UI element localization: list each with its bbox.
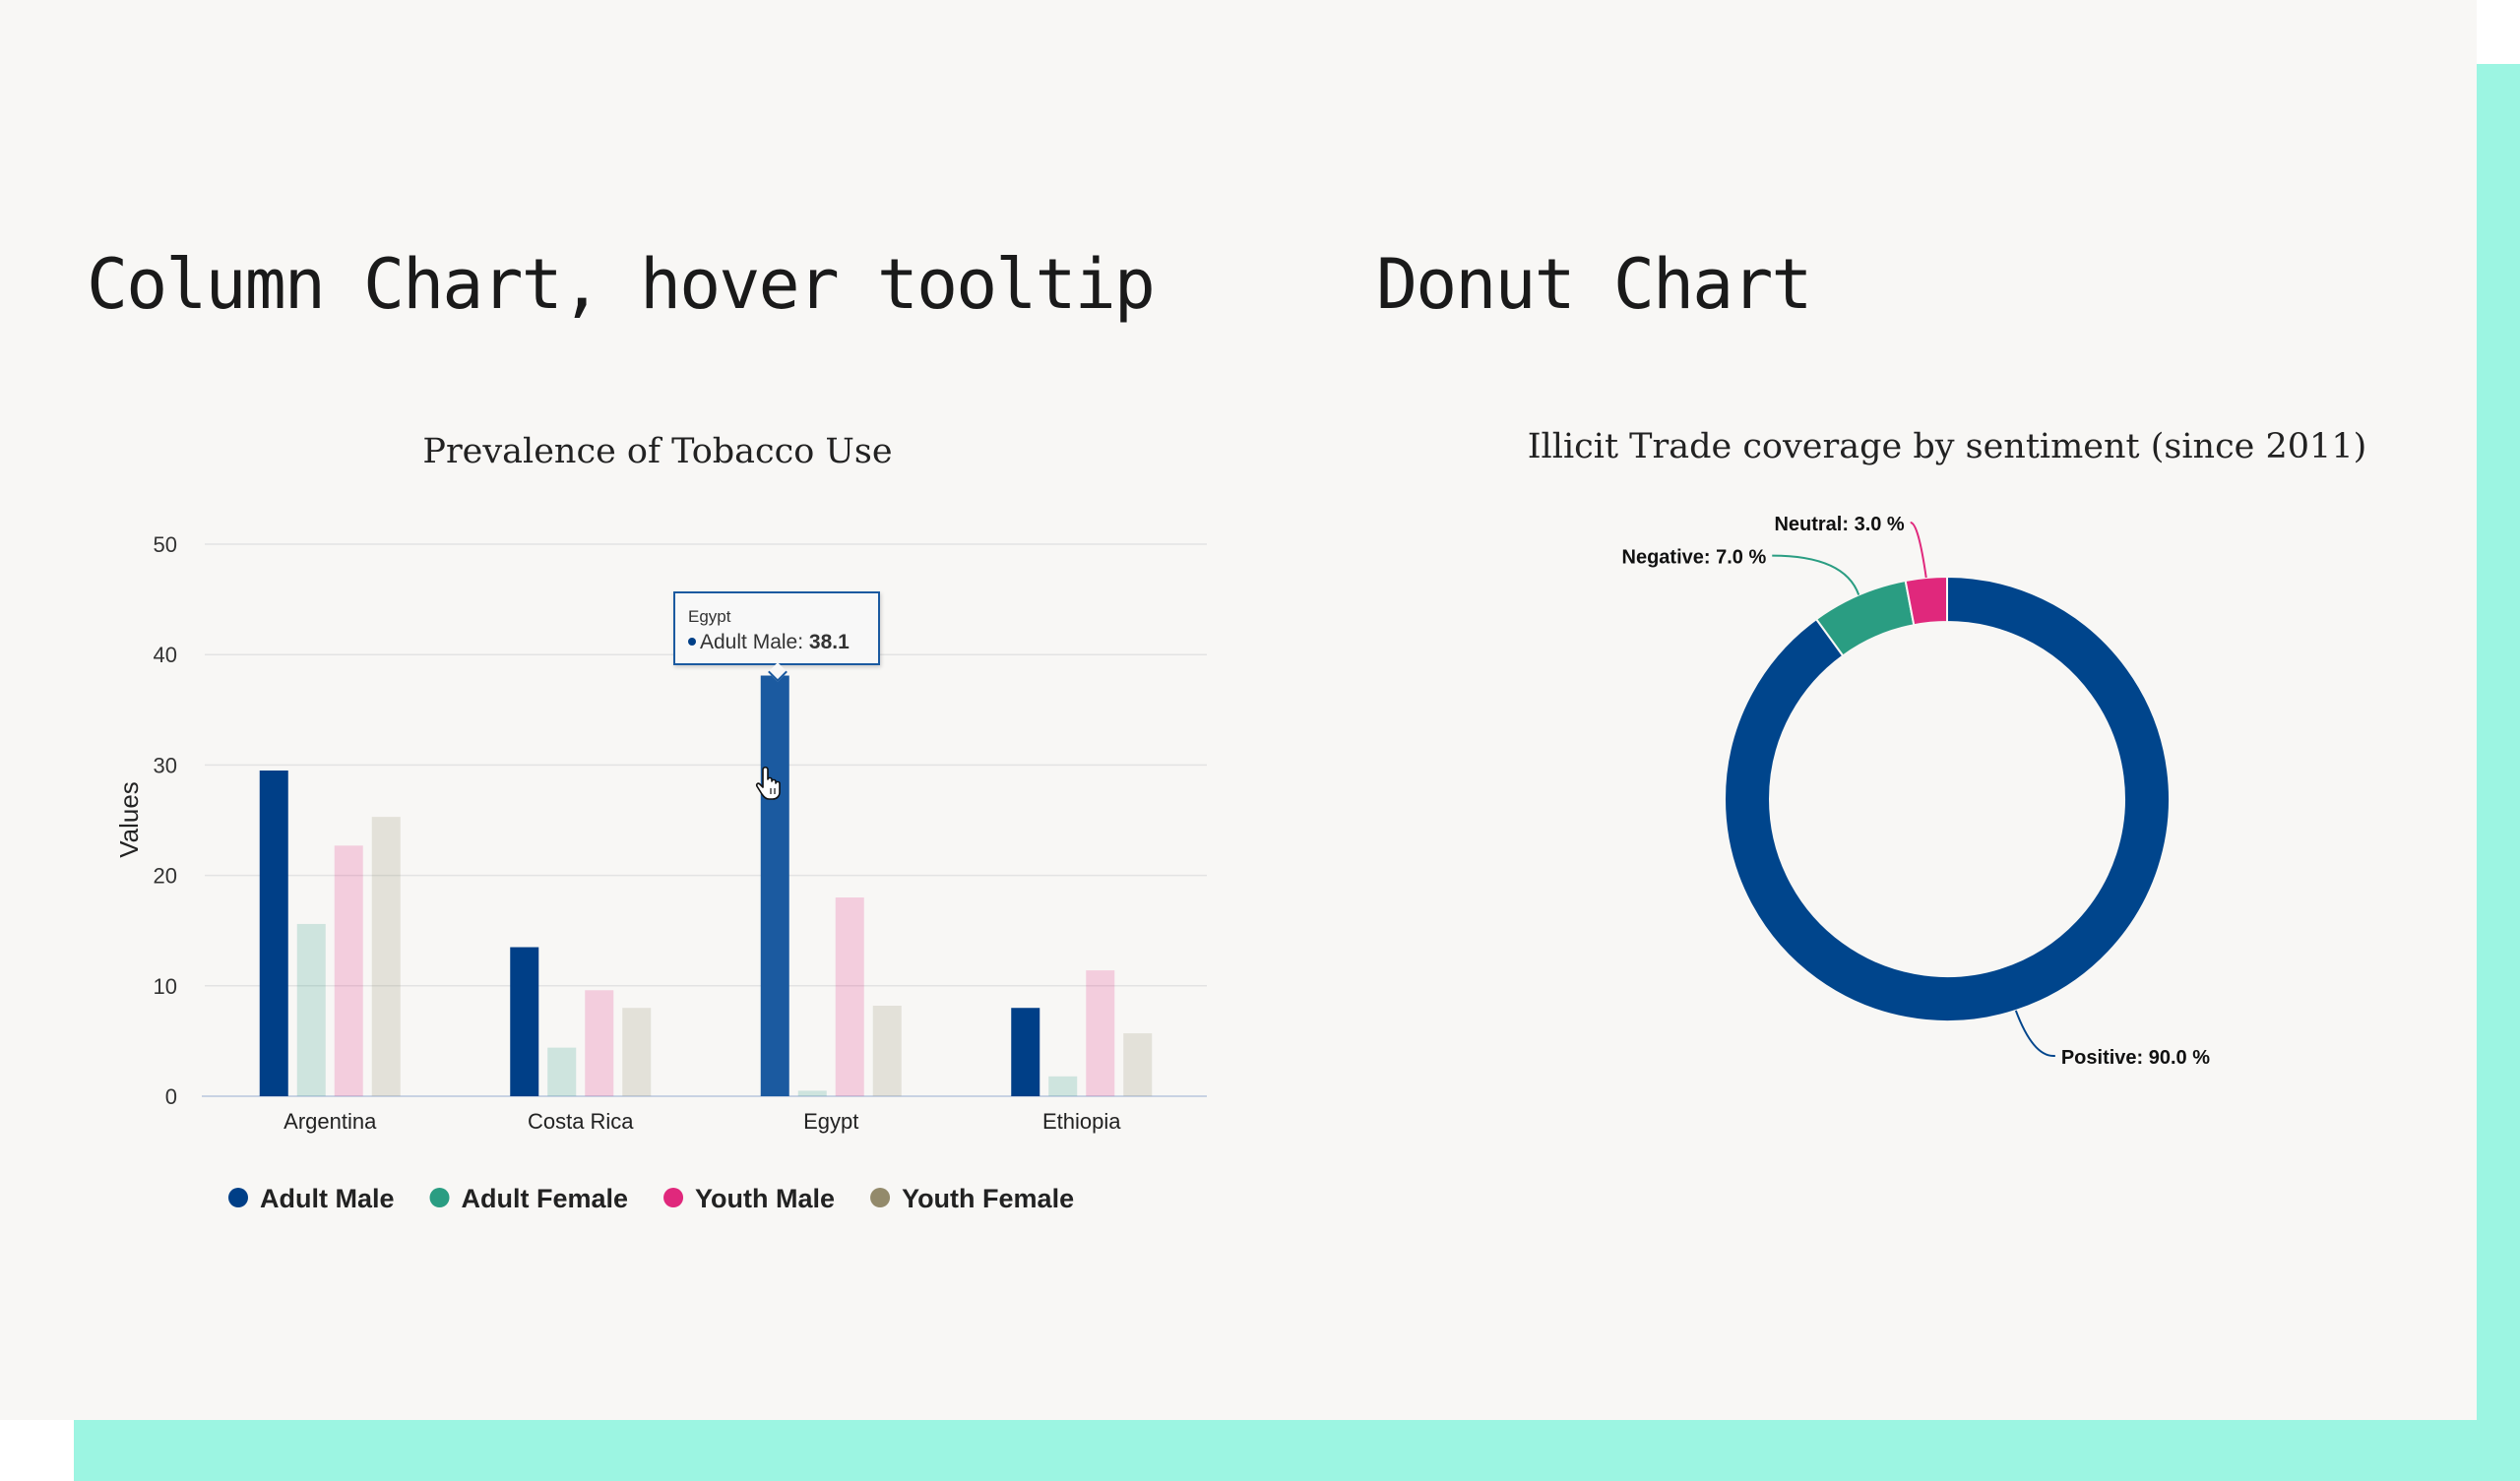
legend-item-adult-male[interactable]: Adult Male bbox=[228, 1184, 395, 1213]
tooltip-line: Adult Male: 38.1 bbox=[688, 631, 864, 654]
donut-section-title: Donut Chart bbox=[1376, 244, 1813, 325]
bar-adult-female-ethiopia[interactable] bbox=[1048, 1076, 1078, 1096]
bar-youth-male-argentina[interactable] bbox=[334, 845, 363, 1096]
bar-adult-male-ethiopia[interactable] bbox=[1011, 1008, 1040, 1096]
column-chart-bars[interactable] bbox=[259, 675, 1153, 1096]
category-label: Costa Rica bbox=[528, 1109, 634, 1134]
donut-chart-labels: Positive: 90.0 % Negative: 7.0 % Neutral: … bbox=[1622, 514, 2211, 1069]
bar-adult-male-argentina[interactable] bbox=[259, 771, 288, 1096]
legend-marker bbox=[429, 1188, 450, 1207]
legend-marker bbox=[228, 1188, 248, 1207]
y-tick-label: 30 bbox=[154, 753, 177, 777]
tooltip-series-dot bbox=[688, 637, 696, 646]
bar-youth-male-costa-rica[interactable] bbox=[585, 990, 614, 1096]
donut-connector-neutral bbox=[1910, 522, 1927, 579]
donut-slice-neutral[interactable] bbox=[1904, 575, 1948, 627]
bar-youth-female-costa-rica[interactable] bbox=[622, 1008, 652, 1096]
donut-chart-title: Illicit Trade coverage by sentiment (sin… bbox=[1528, 427, 2367, 466]
donut-connector-positive bbox=[2014, 1010, 2055, 1057]
legend-marker bbox=[663, 1188, 684, 1207]
legend-label: Youth Female bbox=[902, 1184, 1074, 1213]
column-chart-category-labels: Argentina Costa Rica Egypt Ethiopia bbox=[284, 1109, 1121, 1134]
legend-marker bbox=[870, 1188, 891, 1207]
column-chart: Prevalence of Tobacco Use 0 10 20 30 40 50 Va… bbox=[114, 432, 1207, 1213]
content-card bbox=[0, 0, 2477, 1420]
bar-youth-male-egypt[interactable] bbox=[835, 897, 864, 1096]
legend-item-adult-female[interactable]: Adult Female bbox=[429, 1184, 629, 1213]
donut-connector-negative bbox=[1772, 554, 1860, 595]
legend-item-youth-male[interactable]: Youth Male bbox=[663, 1184, 835, 1213]
column-chart-legend[interactable]: Adult Male Adult Female Youth Male Youth Fe… bbox=[228, 1184, 1074, 1213]
column-chart-y-axis-title: Values bbox=[114, 781, 144, 858]
mint-accent-bottom bbox=[74, 1419, 2520, 1481]
bar-youth-female-ethiopia[interactable] bbox=[1123, 1033, 1153, 1096]
bar-youth-female-argentina[interactable] bbox=[371, 817, 401, 1096]
bar-youth-female-egypt[interactable] bbox=[872, 1005, 902, 1096]
column-chart-gridlines bbox=[205, 543, 1207, 987]
bar-adult-female-costa-rica[interactable] bbox=[547, 1047, 577, 1096]
donut-label-negative: Negative: 7.0 % bbox=[1622, 547, 1767, 569]
donut-chart: Illicit Trade coverage by sentiment (sin… bbox=[1528, 427, 2367, 1069]
chart-tooltip: Egypt Adult Male: 38.1 bbox=[673, 591, 880, 682]
donut-slice-positive[interactable] bbox=[1724, 575, 2171, 1022]
bar-adult-male-costa-rica[interactable] bbox=[510, 947, 539, 1096]
category-label: Ethiopia bbox=[1042, 1109, 1121, 1134]
bar-youth-male-ethiopia[interactable] bbox=[1086, 970, 1115, 1096]
legend-label: Adult Male bbox=[260, 1184, 395, 1213]
donut-label-neutral: Neutral: 3.0 % bbox=[1774, 514, 1904, 535]
category-label: Argentina bbox=[284, 1109, 377, 1134]
column-chart-y-ticks: 0 10 20 30 40 50 bbox=[154, 532, 177, 1109]
category-label: Egypt bbox=[803, 1109, 858, 1134]
bar-adult-male-egypt[interactable] bbox=[760, 675, 789, 1096]
legend-label: Youth Male bbox=[695, 1184, 835, 1213]
y-tick-label: 20 bbox=[154, 864, 177, 889]
tooltip-value: 38.1 bbox=[808, 631, 850, 653]
hand-cursor-icon bbox=[755, 766, 781, 800]
legend-label: Adult Female bbox=[462, 1184, 629, 1213]
column-chart-title: Prevalence of Tobacco Use bbox=[422, 432, 892, 471]
legend-item-youth-female[interactable]: Youth Female bbox=[870, 1184, 1074, 1213]
tooltip-category: Egypt bbox=[688, 607, 731, 626]
tooltip-series-name: Adult Male bbox=[700, 631, 798, 653]
y-tick-label: 50 bbox=[154, 532, 177, 557]
y-tick-label: 10 bbox=[154, 974, 177, 999]
donut-label-positive: Positive: 90.0 % bbox=[2061, 1047, 2210, 1069]
donut-chart-slices[interactable] bbox=[1724, 575, 2171, 1022]
y-tick-label: 0 bbox=[165, 1084, 177, 1109]
y-tick-label: 40 bbox=[154, 643, 177, 667]
bar-adult-female-argentina[interactable] bbox=[296, 923, 326, 1096]
column-section-title: Column Chart, hover tooltip bbox=[87, 244, 1156, 325]
bar-adult-female-egypt[interactable] bbox=[797, 1090, 827, 1096]
